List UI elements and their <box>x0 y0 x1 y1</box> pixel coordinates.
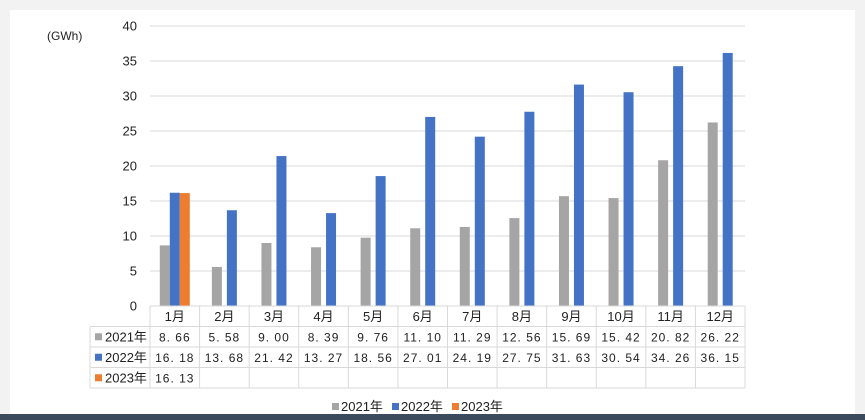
data-label: 9. 00 <box>258 330 290 344</box>
data-label: 8. 39 <box>308 330 340 344</box>
y-tick-label: 0 <box>130 299 137 314</box>
bar-2021年-7月 <box>459 226 470 306</box>
x-tick-label: 4月 <box>313 309 333 324</box>
bar-2021年-10月 <box>608 198 619 306</box>
bar-2022年-3月 <box>276 156 287 306</box>
y-tick-label: 20 <box>123 159 137 174</box>
table-legend-key <box>95 353 102 361</box>
bar-2021年-5月 <box>360 237 371 306</box>
data-label: 15. 42 <box>601 330 640 344</box>
y-tick-label: 35 <box>123 54 137 69</box>
data-label: 11. 29 <box>453 330 491 344</box>
bar-2022年-6月 <box>425 116 436 307</box>
x-tick-label: 5月 <box>363 309 383 324</box>
data-label: 27. 01 <box>403 351 442 365</box>
x-tick-label: 3月 <box>264 309 284 324</box>
bar-2022年-1月 <box>169 192 180 306</box>
data-label: 16. 18 <box>155 351 194 365</box>
x-tick-label: 9月 <box>561 309 581 324</box>
x-tick-label: 7月 <box>462 309 482 324</box>
bottom-bar <box>0 414 865 420</box>
table-series-label: 2022年 <box>105 350 147 365</box>
x-tick-label: 8月 <box>512 309 532 324</box>
y-tick-label: 40 <box>123 19 137 34</box>
bar-2021年-9月 <box>558 196 569 306</box>
bar-2021年-11月 <box>658 160 669 306</box>
y-tick-label: 5 <box>130 264 137 279</box>
legend-label: 2022年 <box>401 399 443 414</box>
data-label: 15. 69 <box>552 330 591 344</box>
x-tick-label: 2月 <box>214 309 234 324</box>
y-tick-label: 10 <box>123 229 137 244</box>
bar-2021年-6月 <box>410 228 421 306</box>
data-label: 34. 26 <box>651 351 690 365</box>
data-label: 8. 66 <box>159 330 191 344</box>
y-axis-ticks: 0 5 10 15 20 25 30 35 40 <box>123 19 137 314</box>
bar-2021年-3月 <box>261 243 272 306</box>
legend-label: 2023年 <box>461 399 503 414</box>
bar-2022年-9月 <box>573 84 584 306</box>
bar-2022年-10月 <box>623 92 634 306</box>
legend: 2021年 2022年 2023年 <box>332 399 503 414</box>
x-tick-label: 11月 <box>657 309 684 324</box>
bar-2022年-4月 <box>326 213 337 306</box>
bar-2022年-5月 <box>375 176 386 306</box>
chart: (GWh) 0 5 10 15 20 25 30 35 40 1月 2月 3月 4月 5月 6月 7月 8月 9… <box>47 19 746 414</box>
bar-2022年-11月 <box>673 66 684 307</box>
y-axis-unit-label: (GWh) <box>47 29 82 43</box>
data-label: 13. 27 <box>304 351 343 365</box>
data-label: 18. 56 <box>353 351 392 365</box>
bar-2023年-1月 <box>179 193 190 306</box>
bars <box>159 52 733 307</box>
data-label: 11. 10 <box>403 330 441 344</box>
table-legend-key <box>95 374 102 382</box>
y-tick-label: 25 <box>123 124 137 139</box>
x-tick-label: 12月 <box>706 309 733 324</box>
legend-key <box>332 403 339 410</box>
y-tick-label: 15 <box>123 194 137 209</box>
bar-2021年-8月 <box>509 218 520 306</box>
bar-2022年-12月 <box>722 52 733 307</box>
data-label: 31. 63 <box>552 351 591 365</box>
data-label: 20. 82 <box>651 330 690 344</box>
legend-label: 2021年 <box>341 399 383 414</box>
bar-2022年-7月 <box>474 136 485 306</box>
data-label: 30. 54 <box>601 351 640 365</box>
legend-key <box>392 403 399 410</box>
bar-2021年-2月 <box>211 266 222 306</box>
data-label: 24. 19 <box>453 351 492 365</box>
legend-key <box>452 403 459 410</box>
data-label: 5. 58 <box>209 330 241 344</box>
x-tick-label: 10月 <box>607 309 634 324</box>
x-tick-label: 1月 <box>165 309 185 324</box>
data-label: 27. 75 <box>502 351 541 365</box>
data-label: 12. 56 <box>502 330 541 344</box>
data-label: 9. 76 <box>357 330 389 344</box>
data-label: 36. 15 <box>701 351 740 365</box>
table-legend-key <box>95 333 102 341</box>
bar-2021年-4月 <box>311 247 322 306</box>
chart-card: (GWh) 0 5 10 15 20 25 30 35 40 1月 2月 3月 4月 5月 6月 7月 8月 9… <box>10 10 855 414</box>
table-series-label: 2023年 <box>105 370 147 385</box>
bar-2021年-1月 <box>159 245 170 306</box>
data-label: 21. 42 <box>254 351 293 365</box>
x-tick-label: 6月 <box>413 309 433 324</box>
data-label: 26. 22 <box>701 330 740 344</box>
table-series-label: 2021年 <box>105 329 147 344</box>
y-tick-label: 30 <box>123 89 137 104</box>
bar-2022年-2月 <box>226 210 237 306</box>
gridlines <box>150 25 745 307</box>
bar-2022年-8月 <box>524 111 535 306</box>
data-label: 16. 13 <box>155 371 194 385</box>
bar-2021年-12月 <box>707 122 718 307</box>
data-label: 13. 68 <box>205 351 244 365</box>
data-table: 1月 2月 3月 4月 5月 6月 7月 8月 9月 10月 11月 12月 2021年 8. 66 5. … <box>89 305 746 389</box>
